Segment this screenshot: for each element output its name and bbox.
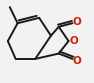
Text: O: O xyxy=(70,36,78,46)
Text: O: O xyxy=(72,17,81,27)
Text: O: O xyxy=(72,56,81,66)
